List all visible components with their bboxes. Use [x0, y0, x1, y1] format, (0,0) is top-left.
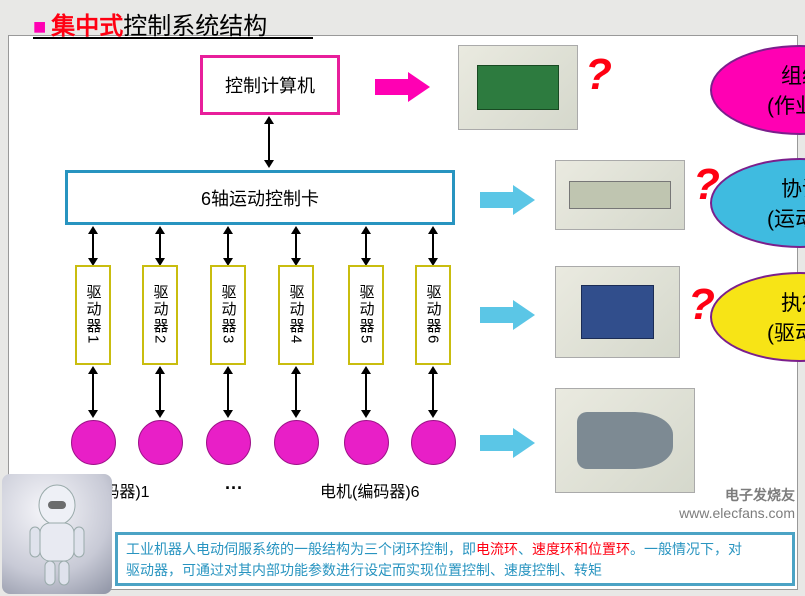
- motor-circle-4: [274, 420, 319, 465]
- arrow-driver-motor-4: [295, 372, 297, 412]
- driver-box-4: 驱动器4: [278, 265, 314, 365]
- cap-seg2: 。一般情况下，对: [630, 541, 742, 557]
- motor-circle-5: [344, 420, 389, 465]
- driver-box-1: 驱动器1: [75, 265, 111, 365]
- driver-module-image: [555, 266, 680, 358]
- cap-red1: 电流环: [476, 541, 518, 557]
- pcb2-image: [555, 160, 685, 230]
- motor-label-6: 电机(编码器)6: [320, 478, 420, 502]
- arrow-control-6axis: [268, 122, 270, 162]
- motor-circle-6: [411, 420, 456, 465]
- control-computer-label: 控制计算机: [225, 72, 315, 98]
- driver-box-3: 驱动器3: [210, 265, 246, 365]
- question-mark-3: ?: [688, 280, 715, 330]
- caption-box: 工业机器人电动伺服系统的一般结构为三个闭环控制，即电流环、速度环和位置环。一般情…: [115, 532, 795, 586]
- robot-icon: [12, 479, 102, 589]
- big-arrow-motor: [480, 428, 540, 458]
- arrow-6axis-driver-2: [159, 232, 161, 260]
- pcb1-image: [458, 45, 578, 130]
- watermark: 电子发烧友 www.elecfans.com: [679, 485, 795, 521]
- big-arrow-pcb2: [480, 185, 540, 215]
- oval-exec-line2: (驱动控制: [767, 317, 805, 347]
- cap-seg1: 工业机器人电动伺服系统的一般结构为三个闭环控制，即: [126, 541, 476, 557]
- arrow-driver-motor-3: [227, 372, 229, 412]
- servo-motor-image: [555, 388, 695, 493]
- six-axis-label: 6轴运动控制卡: [201, 185, 319, 211]
- arrow-6axis-driver-1: [92, 232, 94, 260]
- driver-box-5: 驱动器5: [348, 265, 384, 365]
- motor-circle-1: [71, 420, 116, 465]
- oval-coord-line1: 协调层: [781, 173, 805, 203]
- arrow-6axis-driver-3: [227, 232, 229, 260]
- arrow-driver-motor-1: [92, 372, 94, 412]
- arrow-driver-motor-6: [432, 372, 434, 412]
- oval-org-line2: (作业控制: [767, 90, 805, 120]
- oval-org-line1: 组织层: [781, 60, 805, 90]
- question-mark-2: ?: [693, 160, 720, 210]
- driver-box-2: 驱动器2: [142, 265, 178, 365]
- robot-image: [2, 474, 112, 594]
- driver-box-6: 驱动器6: [415, 265, 451, 365]
- cap-seg3: 驱动器，可通过对其内部功能参数进行设定而实现位置控制、速度控制、转矩: [126, 562, 602, 578]
- watermark-url: www.elecfans.com: [679, 505, 795, 521]
- control-computer-box: 控制计算机: [200, 55, 340, 115]
- big-arrow-drvbox: [480, 300, 540, 330]
- arrow-6axis-driver-6: [432, 232, 434, 260]
- motor-ellipsis: ···: [225, 478, 243, 499]
- cap-sep: 、: [518, 541, 532, 557]
- watermark-logo: 电子发烧友: [679, 485, 795, 505]
- motor-circle-3: [206, 420, 251, 465]
- title-underline: [33, 36, 313, 39]
- cap-red2: 速度环和位置环: [532, 541, 630, 557]
- motor-circle-2: [138, 420, 183, 465]
- oval-coord-line2: (运动控制: [767, 203, 805, 233]
- big-arrow-pcb1: [375, 72, 435, 102]
- arrow-6axis-driver-4: [295, 232, 297, 260]
- arrow-driver-motor-5: [365, 372, 367, 412]
- arrow-driver-motor-2: [159, 372, 161, 412]
- six-axis-card-box: 6轴运动控制卡: [65, 170, 455, 225]
- oval-exec-line1: 执行层: [781, 287, 805, 317]
- arrow-6axis-driver-5: [365, 232, 367, 260]
- question-mark-1: ?: [585, 50, 612, 100]
